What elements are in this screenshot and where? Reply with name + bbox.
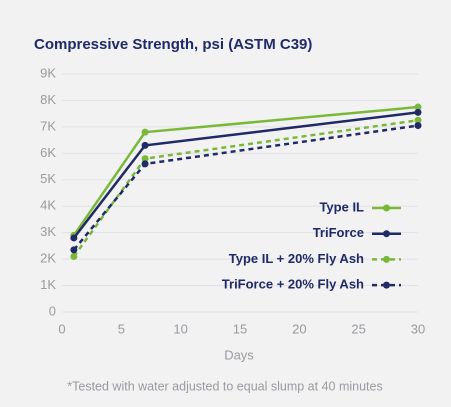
- data-point: [70, 252, 78, 260]
- data-point: [141, 141, 149, 149]
- y-tick-label: 1K: [40, 277, 56, 292]
- legend-label: TriForce + 20% Fly Ash: [222, 277, 364, 292]
- x-tick-label: 15: [233, 321, 247, 336]
- x-tick-label: 25: [351, 321, 365, 336]
- data-point: [141, 160, 149, 168]
- legend-marker: [383, 230, 390, 238]
- data-point: [70, 246, 78, 254]
- legend-marker: [383, 204, 390, 212]
- x-tick-label: 10: [173, 321, 187, 336]
- data-point: [141, 155, 149, 163]
- y-tick-label: 8K: [40, 92, 56, 107]
- data-point: [70, 234, 78, 242]
- x-tick-label: 0: [58, 321, 65, 336]
- x-tick-label: 30: [411, 321, 425, 336]
- y-tick-label: 4K: [40, 198, 56, 213]
- legend-marker: [383, 255, 390, 263]
- x-tick-label: 20: [292, 321, 306, 336]
- data-point: [141, 128, 149, 136]
- y-tick-label: 7K: [40, 118, 56, 133]
- footnote: *Tested with water adjusted to equal slu…: [67, 379, 382, 393]
- y-tick-label: 0: [49, 303, 56, 318]
- data-point: [414, 103, 422, 111]
- chart-title: Compressive Strength, psi (ASTM C39): [34, 36, 312, 53]
- y-tick-label: 5K: [40, 171, 56, 186]
- y-tick-label: 6K: [40, 145, 56, 160]
- legend-marker: [383, 281, 390, 289]
- y-tick-label: 3K: [40, 224, 56, 239]
- data-point: [414, 122, 422, 130]
- data-point: [414, 116, 422, 124]
- y-tick-label: 9K: [40, 65, 56, 80]
- x-tick-label: 5: [118, 321, 125, 336]
- legend-label: Type IL: [319, 199, 364, 214]
- data-point: [414, 108, 422, 116]
- x-axis-label: Days: [224, 347, 254, 362]
- legend-label: Type IL + 20% Fly Ash: [229, 251, 364, 266]
- y-tick-label: 2K: [40, 251, 56, 266]
- legend-label: TriForce: [313, 225, 364, 240]
